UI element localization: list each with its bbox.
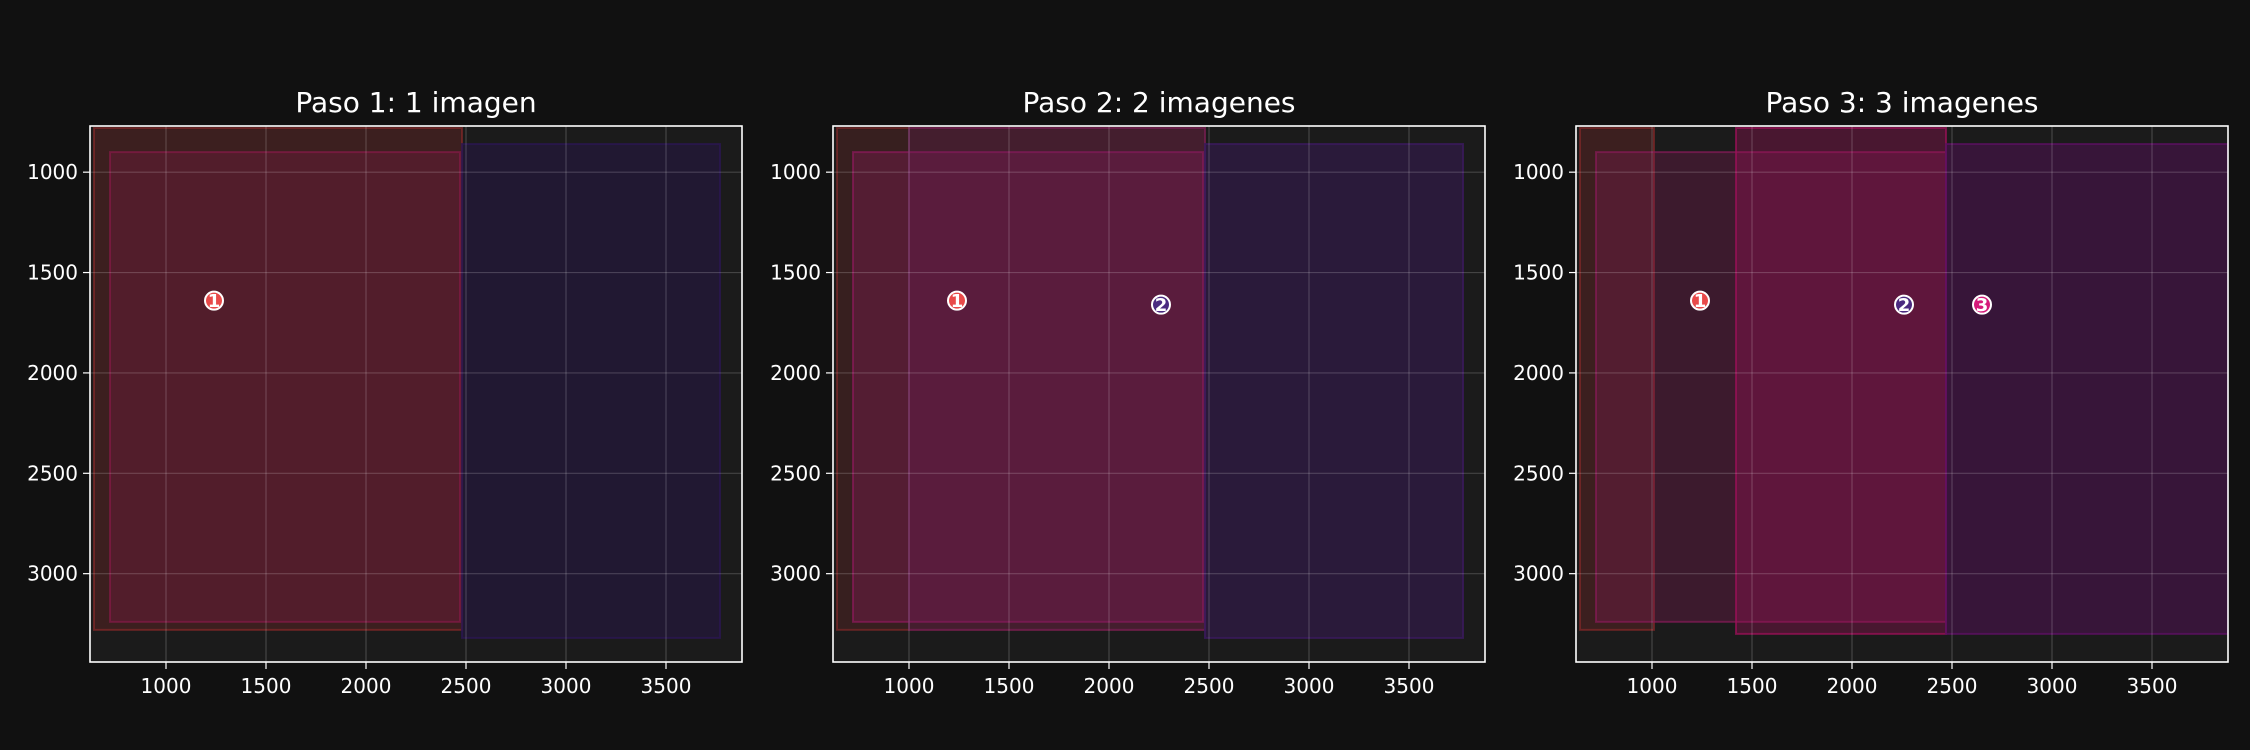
x-tick-label: 2500 — [1184, 674, 1235, 698]
y-tick-label: 3000 — [27, 562, 78, 586]
image-region-3 — [908, 127, 1206, 631]
plot-area — [1576, 126, 2228, 662]
panel-3: 1000 1500 2000 2500 3000 3500 1000 1500 2000 2500… — [1513, 86, 2229, 698]
point-marker-1 — [1690, 290, 1710, 311]
plot-frame — [89, 125, 743, 663]
x-tick-label: 2500 — [441, 674, 492, 698]
y-tick-label: 2500 — [770, 461, 821, 485]
point-marker-2 — [1151, 294, 1171, 315]
y-tick-label: 1500 — [27, 261, 78, 285]
plot-frame — [832, 125, 1486, 663]
plot-area — [90, 126, 742, 662]
point-label-3: 3 — [1976, 295, 1989, 316]
y-tick-label: 1500 — [1513, 261, 1564, 285]
x-tick-label: 1500 — [984, 674, 1035, 698]
image-regions — [93, 127, 721, 639]
chart-title: Paso 3: 3 imagenes — [1765, 86, 2038, 119]
y-tick-label: 2500 — [1513, 461, 1564, 485]
x-tick-label: 3000 — [1284, 674, 1335, 698]
x-tick-label: 2500 — [1927, 674, 1978, 698]
point-label-2: 2 — [1898, 295, 1911, 316]
image-region-3 — [461, 143, 721, 639]
point-2: 2 — [1151, 294, 1171, 316]
x-tick-label: 3000 — [2027, 674, 2078, 698]
x-tick-label: 2000 — [1827, 674, 1878, 698]
x-tick-label: 1000 — [141, 674, 192, 698]
point-marker-1 — [204, 290, 224, 311]
point-label-1: 1 — [951, 291, 964, 312]
y-tick-label: 1000 — [1513, 160, 1564, 184]
point-label-1: 1 — [208, 291, 221, 312]
panel-1: 1000 1500 2000 2500 3000 3500 1000 1500 2000 2500… — [27, 86, 743, 698]
image-region-2 — [852, 151, 1204, 623]
y-tick-label: 1500 — [770, 261, 821, 285]
point-label-1: 1 — [1694, 291, 1707, 312]
image-region-1 — [836, 127, 1206, 631]
image-region-4 — [1945, 143, 2228, 635]
point-label-2: 2 — [1155, 295, 1168, 316]
x-tick-label: 1500 — [1727, 674, 1778, 698]
image-region-1 — [93, 127, 463, 631]
plot-frame — [1575, 125, 2229, 663]
y-tick-label: 2500 — [27, 461, 78, 485]
x-tick-label: 3000 — [541, 674, 592, 698]
y-tick-label: 2000 — [770, 361, 821, 385]
x-tick-label: 3500 — [641, 674, 692, 698]
x-tick-label: 1500 — [241, 674, 292, 698]
point-3: 3 — [1972, 294, 1992, 316]
x-tick-label: 2000 — [1084, 674, 1135, 698]
x-tick-label: 2000 — [341, 674, 392, 698]
y-tick-label: 2000 — [1513, 361, 1564, 385]
x-tick-label: 1000 — [884, 674, 935, 698]
panel-2: 1000 1500 2000 2500 3000 3500 1000 1500 2000 2500… — [770, 86, 1486, 698]
x-tick-label: 3500 — [1384, 674, 1435, 698]
y-tick-label: 1000 — [770, 160, 821, 184]
point-1: 1 — [947, 290, 967, 312]
y-tick-label: 3000 — [1513, 562, 1564, 586]
image-regions — [1579, 127, 2228, 635]
image-regions — [836, 127, 1464, 639]
x-tick-label: 3500 — [2127, 674, 2178, 698]
point-marker-3 — [1972, 294, 1992, 315]
point-marker-1 — [947, 290, 967, 311]
image-region-2 — [109, 151, 461, 623]
y-tick-label: 3000 — [770, 562, 821, 586]
y-tick-label: 1000 — [27, 160, 78, 184]
point-1: 1 — [204, 290, 224, 312]
chart-title: Paso 2: 2 imagenes — [1022, 86, 1295, 119]
point-1: 1 — [1690, 290, 1710, 312]
point-marker-2 — [1894, 294, 1914, 315]
x-tick-label: 1000 — [1627, 674, 1678, 698]
image-region-2 — [1595, 151, 1947, 623]
image-region-3 — [1735, 127, 1947, 635]
image-region-4 — [1204, 143, 1464, 639]
point-2: 2 — [1894, 294, 1914, 316]
image-region-1 — [1579, 127, 1655, 631]
chart-title: Paso 1: 1 imagen — [295, 86, 536, 119]
y-tick-label: 2000 — [27, 361, 78, 385]
